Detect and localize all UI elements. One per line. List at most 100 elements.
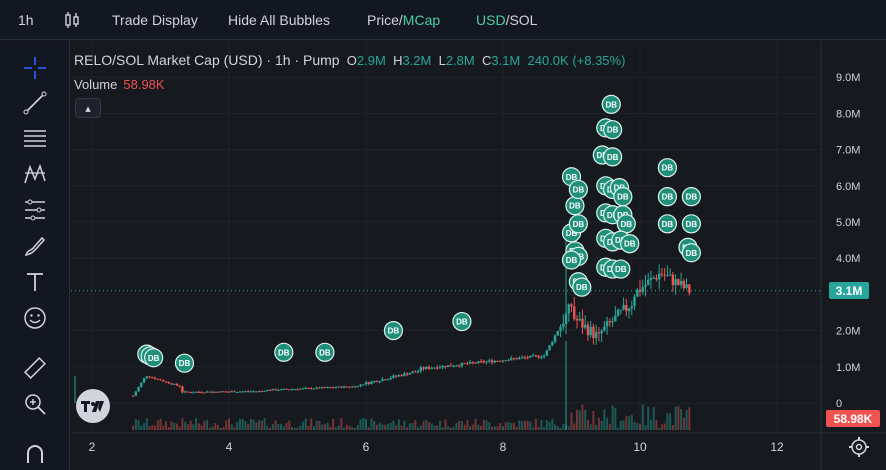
volume-bar — [249, 418, 252, 430]
volume-bar — [570, 412, 573, 430]
brush-tool[interactable] — [20, 231, 50, 261]
volume-bar — [277, 424, 280, 430]
volume-bar — [512, 422, 515, 430]
volume-bar — [137, 420, 140, 430]
trade-bubble-label: DB — [624, 240, 636, 249]
volume-bar — [597, 417, 600, 430]
candle-body — [131, 395, 135, 397]
candle-body — [159, 379, 162, 381]
candle-body — [594, 332, 598, 339]
volume-bar — [384, 424, 387, 430]
volume-bar — [581, 404, 584, 430]
candle-body — [134, 391, 138, 396]
trade-bubble — [681, 243, 701, 263]
candle-body — [186, 391, 190, 393]
candle-body — [655, 277, 658, 280]
candle-body — [534, 355, 538, 357]
crosshair-tool[interactable] — [20, 53, 50, 83]
x-tick-label: 10 — [633, 440, 647, 454]
zoom-tool[interactable] — [20, 389, 50, 419]
volume-bar — [271, 424, 274, 430]
volume-bar — [545, 419, 548, 430]
candle-body — [460, 362, 464, 366]
candle-body — [222, 391, 225, 393]
volume-bar — [647, 406, 650, 430]
close-key: C — [481, 53, 492, 68]
volume-bar — [334, 427, 337, 430]
volume-value: 58.98K — [123, 77, 165, 92]
candle-body — [485, 361, 488, 363]
volume-bar — [438, 420, 441, 430]
volume-bar — [548, 421, 551, 430]
candle-body — [457, 365, 461, 367]
candles-icon[interactable] — [64, 10, 80, 33]
candle-body — [660, 273, 664, 275]
candle-body — [529, 355, 532, 358]
candle-body — [433, 367, 436, 369]
text-icon — [27, 273, 43, 291]
trendline-tool[interactable] — [20, 88, 50, 118]
usd-option[interactable]: USD — [476, 12, 506, 28]
volume-bar — [567, 426, 570, 430]
price-mcap-toggle[interactable]: Price/MCap — [367, 12, 441, 28]
collapse-legend-button[interactable]: ▴ — [75, 98, 101, 118]
ruler-tool[interactable] — [20, 353, 50, 383]
candle-body — [137, 386, 140, 392]
magnet-tool[interactable] — [20, 439, 50, 469]
volume-bar — [540, 419, 543, 430]
volume-bar — [414, 420, 417, 430]
y-tick-label: 5.0M — [836, 217, 860, 229]
usd-sol-toggle[interactable]: USD/SOL — [476, 12, 538, 28]
candle-body — [236, 392, 239, 394]
market-cap-chart[interactable]: 01.0M2.0M3.0M4.0M5.0M6.0M7.0M8.0M9.0M246… — [71, 41, 886, 470]
candle-body — [386, 379, 390, 381]
volume-bar — [430, 423, 433, 430]
volume-bar — [485, 420, 488, 430]
volume-legend: Volume 58.98K — [74, 77, 165, 92]
volume-bar — [375, 424, 378, 430]
sol-option[interactable]: SOL — [509, 12, 538, 28]
pattern-tool[interactable] — [20, 159, 50, 189]
mcap-option[interactable]: MCap — [402, 12, 441, 28]
volume-bar — [181, 418, 184, 430]
tradingview-logo[interactable] — [76, 389, 110, 423]
volume-bar — [280, 423, 283, 430]
x-tick-label: 12 — [770, 440, 784, 454]
settings-gear-icon[interactable] — [848, 436, 870, 458]
price-option[interactable]: Price — [367, 12, 399, 28]
candle-body — [279, 389, 283, 391]
volume-bar — [293, 427, 296, 430]
trade-display-button[interactable]: Trade Display — [112, 12, 198, 28]
candle-body — [479, 361, 483, 363]
volume-bar — [299, 425, 302, 430]
volume-bar — [162, 425, 165, 430]
volume-bar — [340, 418, 343, 430]
candle-body — [381, 379, 384, 382]
volume-bar — [362, 418, 365, 430]
chart-area[interactable]: 01.0M2.0M3.0M4.0M5.0M6.0M7.0M8.0M9.0M246… — [71, 41, 886, 470]
emoji-tool[interactable] — [20, 303, 50, 333]
fib-tool[interactable] — [20, 123, 50, 153]
candle-body — [263, 390, 266, 392]
volume-bar — [428, 422, 431, 430]
volume-bar — [345, 424, 348, 430]
x-tick-label: 8 — [500, 440, 507, 454]
volume-bar — [674, 406, 677, 430]
volume-bar — [406, 427, 409, 430]
candle-body — [499, 360, 502, 362]
candle-body — [523, 357, 527, 359]
forecast-tool[interactable] — [20, 195, 50, 225]
zoom-icon — [25, 394, 46, 415]
candle-body — [614, 315, 617, 322]
candle-body — [504, 360, 507, 362]
candle-body — [605, 321, 609, 327]
volume-bar — [386, 423, 389, 430]
volume-bar — [504, 422, 507, 430]
volume-bar — [655, 420, 658, 430]
volume-bar — [482, 419, 485, 430]
volume-bar — [526, 420, 529, 430]
text-tool[interactable] — [20, 267, 50, 297]
volume-bar — [263, 418, 266, 430]
interval-button[interactable]: 1h — [18, 12, 34, 28]
hide-bubbles-button[interactable]: Hide All Bubbles — [228, 12, 330, 28]
